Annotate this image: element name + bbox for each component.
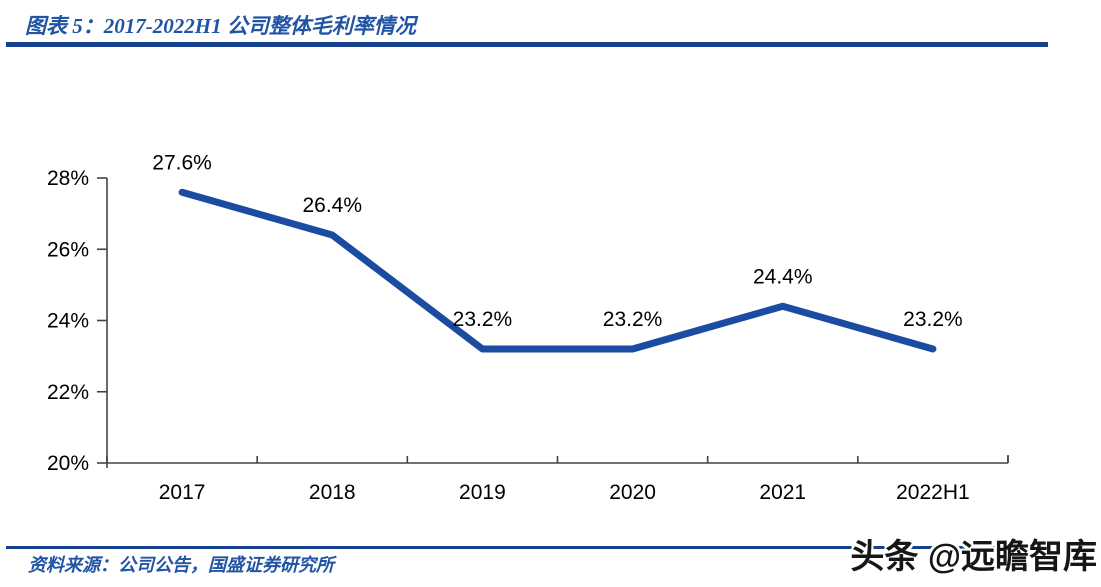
x-category-label: 2022H1 bbox=[896, 481, 970, 504]
source-note: 资料来源：公司公告，国盛证券研究所 bbox=[28, 555, 334, 575]
figure-title: 图表 5：2017-2022H1 公司整体毛利率情况 bbox=[25, 14, 416, 38]
title-divider bbox=[6, 42, 1048, 47]
footer-divider bbox=[6, 546, 1048, 549]
series-line bbox=[178, 188, 937, 353]
y-tick-label: 20% bbox=[47, 452, 89, 475]
watermark-text: 头条 @远瞻智库 bbox=[850, 538, 1097, 576]
y-tick-label: 22% bbox=[47, 381, 89, 404]
data-point-label: 23.2% bbox=[453, 308, 513, 331]
y-tick-label: 26% bbox=[47, 238, 89, 261]
x-category-label: 2021 bbox=[759, 481, 806, 504]
data-point-label: 23.2% bbox=[603, 308, 663, 331]
data-point-label: 23.2% bbox=[903, 308, 963, 331]
x-category-label: 2017 bbox=[159, 481, 206, 504]
y-tick-label: 28% bbox=[47, 167, 89, 190]
data-point-label: 27.6% bbox=[152, 151, 212, 174]
data-point-label: 24.4% bbox=[753, 265, 813, 288]
x-category-label: 2019 bbox=[459, 481, 506, 504]
x-category-label: 2020 bbox=[609, 481, 656, 504]
data-point-label: 26.4% bbox=[302, 194, 362, 217]
y-tick-label: 24% bbox=[47, 310, 89, 333]
x-category-label: 2018 bbox=[309, 481, 356, 504]
